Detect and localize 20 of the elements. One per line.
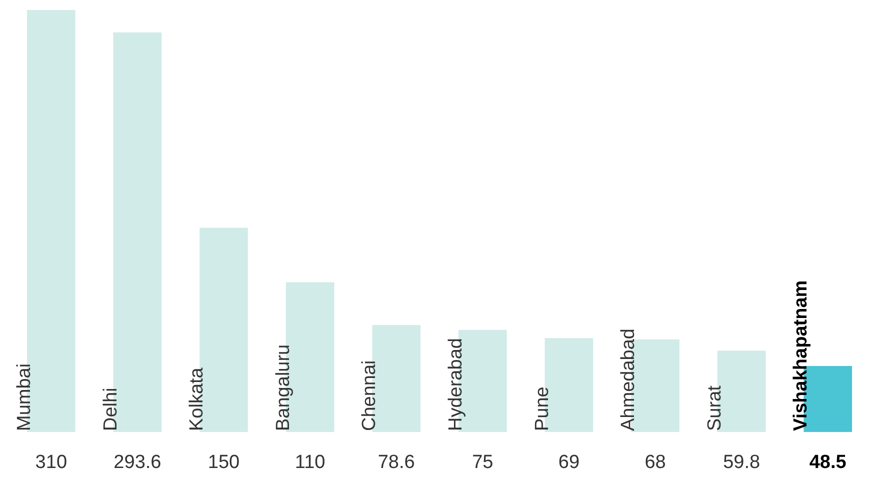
data-label: 69 (558, 452, 580, 474)
x-tick-label: Ahmedabad (618, 328, 640, 431)
x-tick-label: Hyderabad (445, 338, 466, 431)
data-label: 68 (644, 452, 666, 474)
data-label: 310 (35, 452, 67, 474)
data-label: 59.8 (723, 452, 760, 474)
x-tick-label: Vishakhapatnam (790, 280, 812, 431)
x-tick-label: Pune (532, 386, 553, 431)
data-label: 293.6 (114, 452, 162, 474)
data-label: 75 (472, 452, 494, 474)
x-tick-label: Delhi (100, 388, 122, 431)
x-tick-label: Bangaluru (272, 344, 294, 431)
data-label: 78.6 (378, 452, 415, 474)
x-tick-label: Mumbai (14, 363, 35, 431)
data-label: 110 (294, 452, 326, 474)
x-tick-label: Surat (704, 384, 726, 431)
data-label: 150 (208, 452, 240, 474)
data-label: 48.5 (809, 452, 847, 474)
x-tick-label: Chennai (359, 360, 380, 431)
x-tick-label: Kolkata (186, 367, 208, 431)
